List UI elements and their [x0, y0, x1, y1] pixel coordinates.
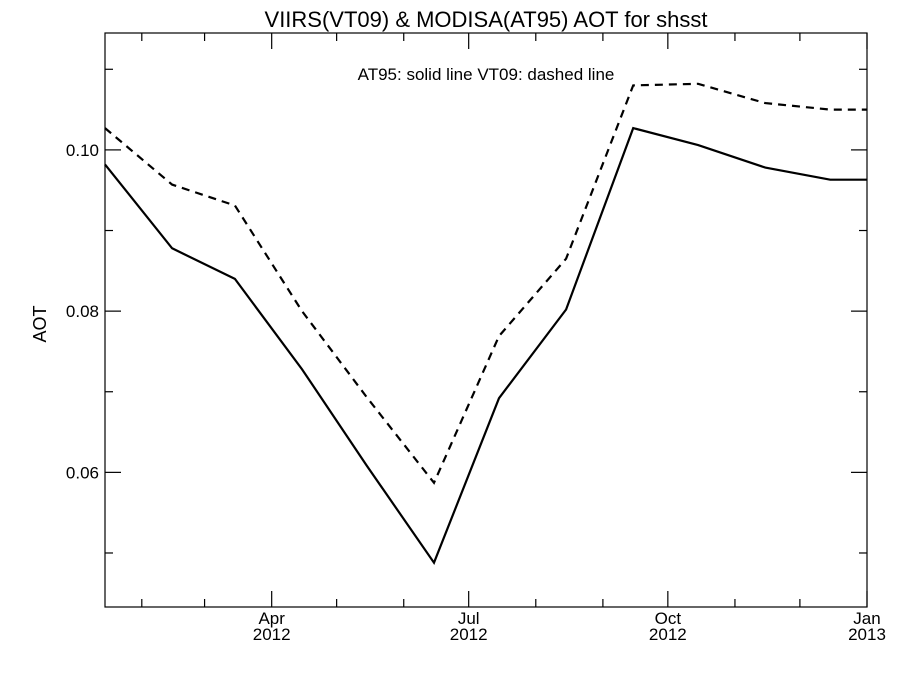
x-tick-year-label: 2013	[848, 625, 886, 644]
x-tick-label: Oct	[655, 609, 682, 628]
y-tick-label: 0.06	[66, 463, 99, 482]
x-tick-label: Apr	[258, 609, 285, 628]
x-tick-label: Jan	[853, 609, 880, 628]
series-line-at95	[104, 126, 867, 566]
x-tick-label: Jul	[458, 609, 480, 628]
y-tick-label: 0.10	[66, 141, 99, 160]
x-tick-year-label: 2012	[450, 625, 488, 644]
plot-frame	[104, 32, 868, 608]
y-axis-label: AOT	[30, 305, 50, 342]
legend-annotation: AT95: solid line VT09: dashed line	[358, 65, 615, 84]
series-line-vt09	[104, 82, 867, 485]
y-tick-label: 0.08	[66, 302, 99, 321]
chart-title: VIIRS(VT09) & MODISA(AT95) AOT for shsst	[265, 7, 708, 32]
x-tick-year-label: 2012	[649, 625, 687, 644]
x-tick-year-label: 2012	[253, 625, 291, 644]
